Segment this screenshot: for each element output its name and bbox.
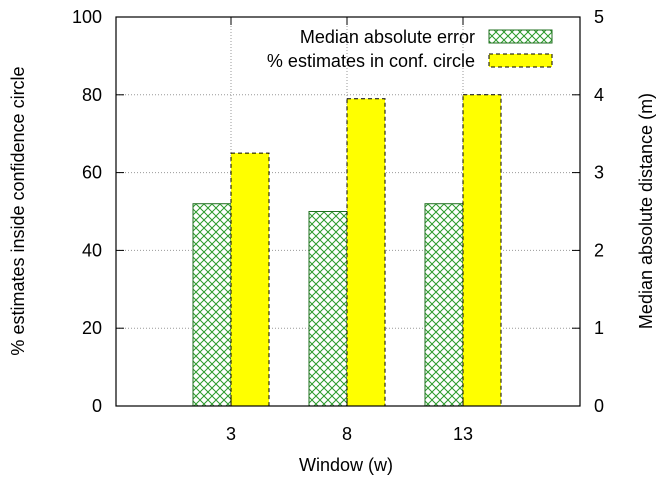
right-tick-label: 2 <box>594 240 604 260</box>
left-tick-label: 40 <box>82 240 102 260</box>
right-tick-label: 5 <box>594 7 604 27</box>
bar-median-error <box>424 203 464 407</box>
axes <box>115 16 581 407</box>
right-tick-label: 3 <box>594 163 604 183</box>
legend-swatch-conf-circle <box>488 53 553 68</box>
right-tick-label: 1 <box>594 318 604 338</box>
left-tick-label: 60 <box>82 163 102 183</box>
bar-median-error <box>308 211 348 407</box>
legend: Median absolute error % estimates in con… <box>267 27 553 71</box>
bar-conf-circle <box>462 94 502 407</box>
x-axis-title: Window (w) <box>299 455 393 475</box>
bar-median-error <box>192 203 232 407</box>
left-axis-title: % estimates inside confidence circle <box>8 66 28 355</box>
legend-label-conf-circle: % estimates in conf. circle <box>267 51 475 71</box>
legend-swatch-median-error <box>488 29 553 44</box>
left-tick-label: 80 <box>82 85 102 105</box>
right-tick-label: 0 <box>594 396 604 416</box>
x-tick-label: 3 <box>226 424 236 444</box>
bar-conf-circle <box>230 152 270 407</box>
right-axis-title: Median absolute distance (m) <box>636 93 656 329</box>
left-tick-label: 100 <box>72 7 102 27</box>
plot-frame <box>115 16 581 407</box>
left-tick-label: 20 <box>82 318 102 338</box>
bars <box>192 94 502 407</box>
x-tick-label: 8 <box>342 424 352 444</box>
legend-label-median-error: Median absolute error <box>300 27 475 47</box>
tick-labels: 0 20 40 60 80 100 0 1 2 3 4 5 3 8 13 <box>72 7 604 444</box>
x-tick-label: 13 <box>453 424 473 444</box>
right-tick-label: 4 <box>594 85 604 105</box>
bar-conf-circle <box>346 98 386 407</box>
left-tick-label: 0 <box>92 396 102 416</box>
